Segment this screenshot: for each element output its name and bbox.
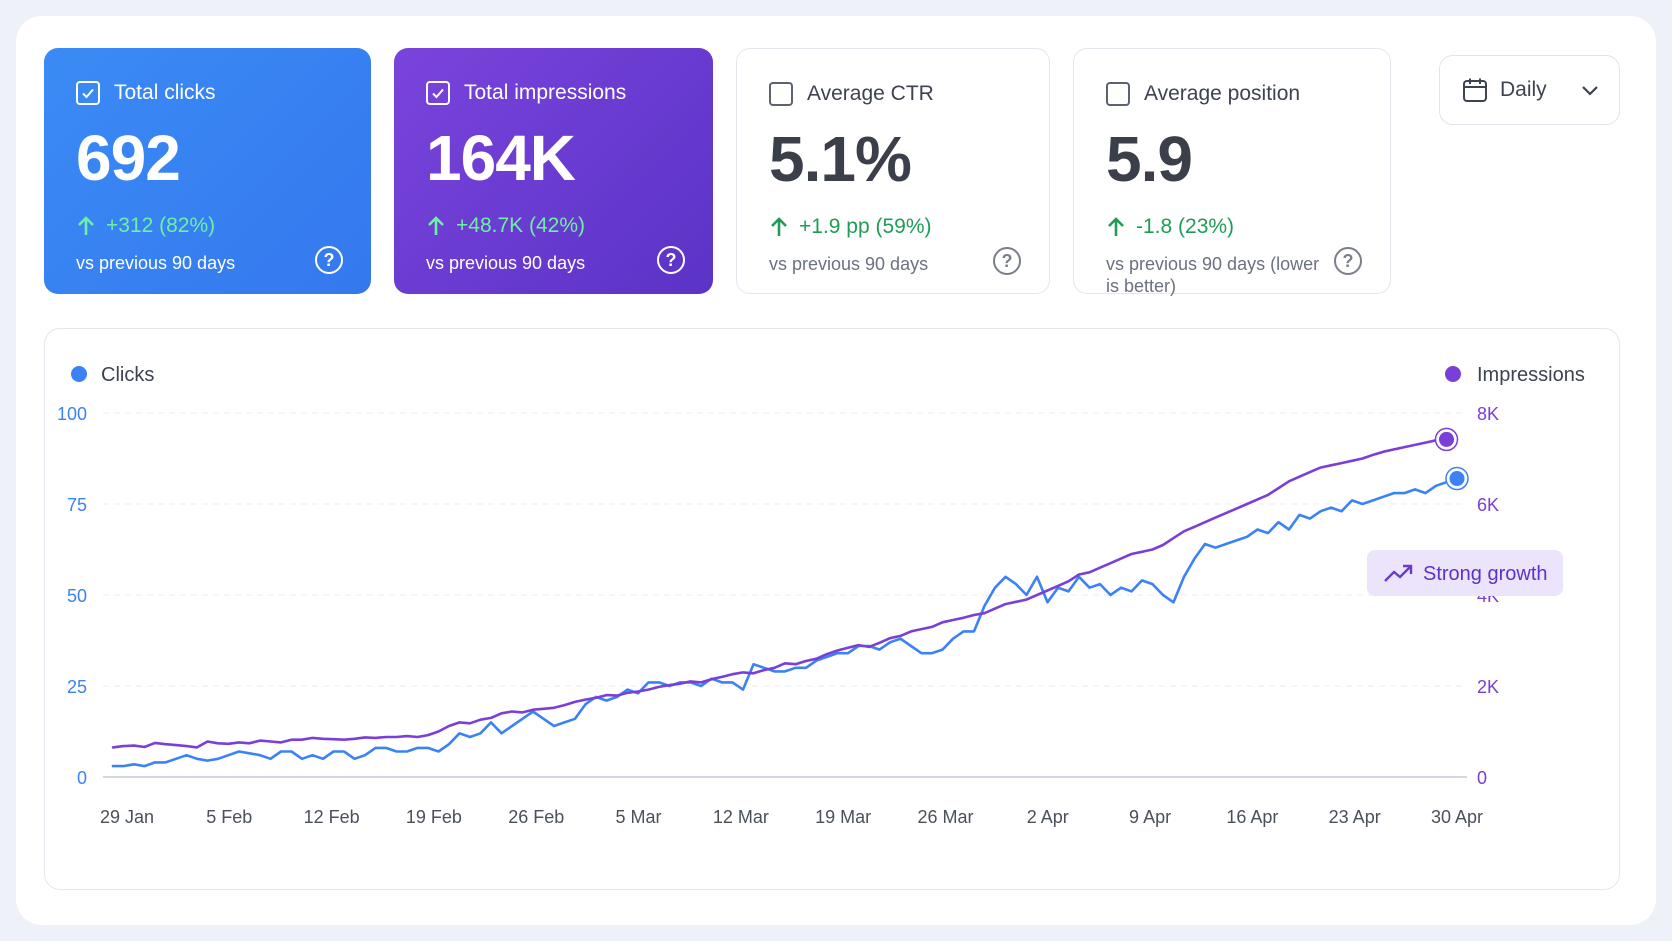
metric-card-total-impressions[interactable]: Total impressions 164K +48.7K (42%) vs p… bbox=[394, 48, 713, 294]
x-tick-label: 19 Mar bbox=[815, 807, 871, 827]
calendar-icon bbox=[1463, 78, 1487, 102]
metric-label: Total clicks bbox=[114, 81, 216, 104]
series-endpoint-clicks[interactable] bbox=[1449, 471, 1465, 487]
checkbox-total-clicks[interactable] bbox=[76, 81, 100, 105]
metric-card-total-clicks[interactable]: Total clicks 692 +312 (82%) vs previous … bbox=[44, 48, 371, 294]
granularity-value: Daily bbox=[1500, 78, 1547, 101]
x-tick-label: 9 Apr bbox=[1129, 807, 1171, 827]
x-tick-label: 23 Apr bbox=[1329, 807, 1381, 827]
help-circle-icon[interactable]: ? bbox=[1334, 247, 1362, 275]
x-tick-label: 5 Mar bbox=[616, 807, 662, 827]
series-endpoint-impressions[interactable] bbox=[1439, 431, 1454, 447]
y-right-tick-label: 8K bbox=[1477, 404, 1499, 424]
help-circle-icon[interactable]: ? bbox=[993, 247, 1021, 275]
trending-up-icon bbox=[1384, 564, 1413, 582]
y-right-tick-label: 6K bbox=[1477, 495, 1499, 515]
chevron-down-icon bbox=[1582, 86, 1598, 96]
arrow-up-icon bbox=[1108, 217, 1124, 236]
metric-delta: +312 (82%) bbox=[106, 214, 216, 237]
granularity-dropdown[interactable]: Daily bbox=[1439, 55, 1620, 125]
series-line-impressions[interactable] bbox=[111, 438, 1448, 749]
x-tick-label: 26 Feb bbox=[508, 807, 564, 827]
series-line-clicks[interactable] bbox=[111, 477, 1459, 768]
metric-label: Total impressions bbox=[464, 81, 627, 104]
checkbox-average-ctr[interactable] bbox=[769, 82, 793, 106]
metric-delta: +1.9 pp (59%) bbox=[799, 215, 932, 238]
metric-value: 5.9 bbox=[1106, 123, 1193, 195]
legend-impressions-dot bbox=[1445, 366, 1461, 382]
help-circle-icon[interactable]: ? bbox=[315, 246, 343, 274]
legend-clicks-label[interactable]: Clicks bbox=[101, 364, 154, 386]
x-tick-label: 26 Mar bbox=[917, 807, 973, 827]
x-tick-label: 29 Jan bbox=[100, 807, 154, 827]
y-right-tick-label: 2K bbox=[1477, 677, 1499, 697]
x-tick-label: 5 Feb bbox=[206, 807, 252, 827]
checkbox-total-impressions[interactable] bbox=[426, 81, 450, 105]
x-tick-label: 30 Apr bbox=[1431, 807, 1483, 827]
y-left-tick-label: 25 bbox=[67, 677, 87, 697]
metric-comparison: vs previous 90 days bbox=[769, 254, 929, 274]
help-circle-icon[interactable]: ? bbox=[657, 246, 685, 274]
checkbox-average-position[interactable] bbox=[1106, 82, 1130, 106]
metric-value: 5.1% bbox=[769, 123, 912, 195]
y-left-tick-label: 50 bbox=[67, 586, 87, 606]
metric-value: 164K bbox=[426, 122, 576, 194]
arrow-up-icon bbox=[428, 216, 444, 235]
metric-value: 692 bbox=[76, 122, 181, 194]
x-tick-label: 12 Feb bbox=[304, 807, 360, 827]
metric-card-average-position[interactable]: Average position 5.9 -1.8 (23%) vs previ… bbox=[1073, 48, 1391, 296]
metric-label: Average position bbox=[1144, 82, 1301, 105]
y-left-tick-label: 75 bbox=[67, 495, 87, 515]
y-left-tick-label: 0 bbox=[77, 768, 87, 788]
metric-delta: +48.7K (42%) bbox=[456, 214, 585, 237]
x-tick-label: 12 Mar bbox=[713, 807, 769, 827]
metric-delta: -1.8 (23%) bbox=[1136, 215, 1235, 238]
annotation-label: Strong growth bbox=[1423, 563, 1548, 585]
metric-label: Average CTR bbox=[807, 82, 934, 105]
y-left-tick-label: 100 bbox=[57, 404, 87, 424]
y-right-tick-label: 0 bbox=[1477, 768, 1487, 788]
legend-clicks-dot bbox=[71, 366, 87, 382]
metric-card-average-ctr[interactable]: Average CTR 5.1% +1.9 pp (59%) vs previo… bbox=[736, 48, 1050, 294]
check-icon bbox=[82, 88, 94, 99]
metric-comparison: vs previous 90 days bbox=[76, 253, 236, 273]
x-tick-label: 19 Feb bbox=[406, 807, 462, 827]
annotation-strong-growth: Strong growth bbox=[1367, 550, 1563, 596]
x-tick-label: 16 Apr bbox=[1226, 807, 1278, 827]
arrow-up-icon bbox=[78, 216, 94, 235]
metric-comparison: vs previous 90 days bbox=[426, 253, 586, 273]
metric-comparison: vs previous 90 days (lower is better) bbox=[1106, 254, 1320, 296]
x-tick-label: 2 Apr bbox=[1027, 807, 1069, 827]
legend-impressions-label[interactable]: Impressions bbox=[1477, 364, 1585, 386]
arrow-up-icon bbox=[771, 217, 787, 236]
check-icon bbox=[432, 88, 444, 99]
